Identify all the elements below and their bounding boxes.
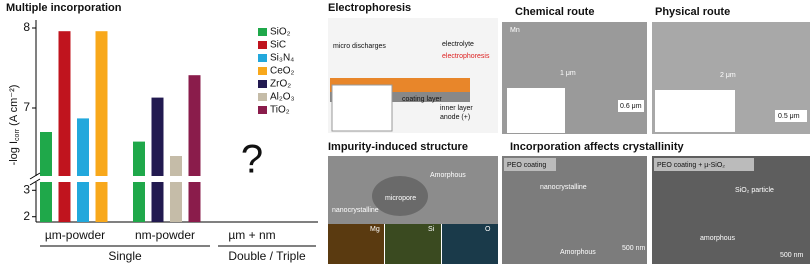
label: 500 nm xyxy=(780,252,804,259)
bar xyxy=(170,156,182,222)
panel-physical: Physical route 2 μm 0.5 μm xyxy=(652,6,810,134)
bar xyxy=(188,75,201,222)
y-tick-label: 2 xyxy=(23,209,30,223)
panel-title: Electrophoresis xyxy=(328,2,411,14)
chart-title: Multiple incorporation xyxy=(6,2,122,14)
scale-box xyxy=(618,100,644,112)
y-label-unit: (A cm⁻²) xyxy=(8,85,20,129)
axis-break xyxy=(30,176,318,182)
label: 0.5 μm xyxy=(778,113,800,120)
inset-plot xyxy=(331,84,393,132)
label: anode (+) xyxy=(440,114,470,121)
panel-chemical: Chemical route Mn 1 μm 0.6 μm xyxy=(502,6,647,134)
label: PEO coating + µ-SiO₂ xyxy=(657,162,725,169)
panel-impurity: Impurity-induced structure Amorphous mic… xyxy=(328,141,498,264)
label: 500 nm xyxy=(622,245,646,252)
legend-swatch xyxy=(258,67,267,75)
bar xyxy=(77,118,89,222)
legend-swatch xyxy=(258,41,267,49)
legend-swatch xyxy=(258,106,267,114)
x-tick-label: nm-powder xyxy=(135,228,195,242)
legend-swatch xyxy=(258,80,267,88)
break-mark xyxy=(29,172,41,180)
legend-label: ZrO₂ xyxy=(270,79,291,90)
label: O xyxy=(485,226,491,233)
tag xyxy=(504,158,556,171)
pore xyxy=(372,176,428,216)
label: micro discharges xyxy=(333,43,386,50)
label: micropore xyxy=(385,195,416,202)
anode xyxy=(330,92,470,102)
inset-plot xyxy=(507,88,565,133)
legend-label: SiC xyxy=(270,40,286,51)
x-tick-label: µm + nm xyxy=(228,228,275,242)
y-axis-label: -log Icorr (A cm⁻²) xyxy=(8,85,21,166)
label: 2 μm xyxy=(720,72,736,79)
legend-label: CeO₂ xyxy=(270,66,295,77)
legend-label: Al₂O₃ xyxy=(270,92,295,103)
label: Amorphous xyxy=(560,249,596,256)
micrograph xyxy=(502,156,647,264)
panel-electrophoresis: Electrophoresis micro discharges electro… xyxy=(328,2,498,133)
panel-title: Physical route xyxy=(655,6,730,18)
group-label: Double / Triple xyxy=(228,249,306,263)
label: Mg xyxy=(370,226,380,233)
label: nanocrystalline xyxy=(540,184,587,191)
bar xyxy=(58,31,71,223)
panel-title: Chemical route xyxy=(515,6,594,18)
scale-box xyxy=(775,110,807,122)
tag xyxy=(654,158,754,171)
y-tick-label: 3 xyxy=(23,182,30,196)
legend-swatch xyxy=(258,54,267,62)
panel-title: Impurity-induced structure xyxy=(328,141,468,153)
label: nanocrystalline xyxy=(332,207,379,214)
group-label: Single xyxy=(108,249,142,263)
y-label: -log I xyxy=(8,141,20,165)
label: SiO₂ particle xyxy=(735,187,774,194)
bar xyxy=(151,97,164,222)
legend-label: TiO₂ xyxy=(270,105,290,116)
map-o xyxy=(442,224,498,264)
label: coating layer xyxy=(402,96,442,103)
panel-title: Incorporation affects crystallinity xyxy=(510,141,684,153)
map-mg xyxy=(328,224,384,264)
legend-label: SiO₂ xyxy=(270,27,291,38)
label: Mn xyxy=(510,27,520,34)
label: electrophoresis xyxy=(442,53,490,60)
label: amorphous xyxy=(700,235,736,242)
bar xyxy=(95,31,108,223)
legend-label: Si₃N₄ xyxy=(270,53,294,64)
label: PEO coating xyxy=(507,162,546,169)
label: 1 μm xyxy=(560,70,576,77)
y-label-sub: corr xyxy=(14,128,21,141)
legend-swatch xyxy=(258,93,267,101)
label: electrolyte xyxy=(442,41,474,48)
label: Si xyxy=(428,226,435,233)
break-mark xyxy=(29,178,41,186)
y-tick-label: 7 xyxy=(23,100,30,114)
label: 0.6 μm xyxy=(620,103,642,110)
micrograph xyxy=(652,156,810,264)
panel-crystallinity: Incorporation affects crystallinity PEO … xyxy=(502,141,810,264)
label: Amorphous xyxy=(430,172,466,179)
inset-plot xyxy=(655,90,735,132)
label: inner layer xyxy=(440,105,473,112)
x-tick-label: µm-powder xyxy=(45,228,105,242)
y-tick-label: 8 xyxy=(23,20,30,34)
map-si xyxy=(385,224,441,264)
legend-swatch xyxy=(258,28,267,36)
annotation: ? xyxy=(241,138,263,182)
